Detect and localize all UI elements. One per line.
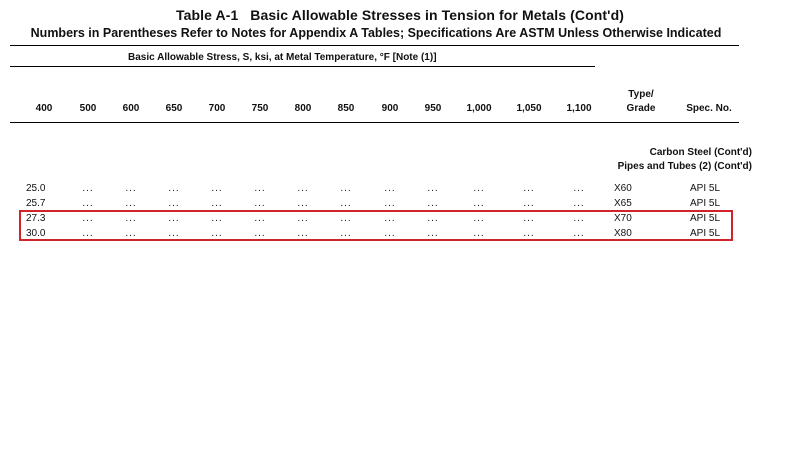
temp-header-1100: 1,100 [566,103,592,114]
empty-cell: ... [297,213,309,224]
empty-cell: ... [573,213,585,224]
empty-cell: ... [211,228,223,239]
temp-header-700: 700 [208,103,226,114]
table-row: 30.0....................................… [0,227,800,241]
temp-header-850: 850 [337,103,355,114]
stress-400-value: 25.7 [26,198,46,209]
empty-cell: ... [573,228,585,239]
spec-value: API 5L [690,198,721,209]
empty-cell: ... [573,198,585,209]
empty-cell: ... [297,228,309,239]
temp-header-950: 950 [424,103,442,114]
header-rule [10,122,739,123]
grade-value: X70 [614,213,632,224]
temp-header-900: 900 [381,103,399,114]
spec-value: API 5L [690,228,721,239]
temp-header-500: 500 [79,103,97,114]
grade-header-line1: Type/ [628,89,654,100]
empty-cell: ... [168,228,180,239]
spec-header: Spec. No. [686,103,732,114]
empty-cell: ... [384,183,396,194]
empty-cell: ... [211,183,223,194]
empty-cell: ... [573,183,585,194]
table-title: Table A-1 Basic Allowable Stresses in Te… [175,7,624,23]
grade-header-line2: Grade [626,103,656,114]
temp-header-1050: 1,050 [516,103,542,114]
empty-cell: ... [211,198,223,209]
empty-cell: ... [384,228,396,239]
empty-cell: ... [427,198,439,209]
temp-header-600: 600 [122,103,140,114]
empty-cell: ... [82,213,94,224]
empty-cell: ... [340,198,352,209]
empty-cell: ... [340,183,352,194]
empty-cell: ... [168,213,180,224]
empty-cell: ... [82,228,94,239]
empty-cell: ... [473,198,485,209]
empty-cell: ... [254,213,266,224]
empty-cell: ... [523,213,535,224]
empty-cell: ... [82,183,94,194]
empty-cell: ... [340,213,352,224]
empty-cell: ... [384,198,396,209]
table-row: 25.0....................................… [0,182,800,196]
empty-cell: ... [125,213,137,224]
spec-value: API 5L [690,183,721,194]
empty-cell: ... [523,228,535,239]
empty-cell: ... [473,213,485,224]
empty-cell: ... [297,183,309,194]
highlight-box [19,210,733,241]
empty-cell: ... [427,183,439,194]
empty-cell: ... [384,213,396,224]
top-rule [10,45,739,46]
empty-cell: ... [168,183,180,194]
stress-400-value: 30.0 [26,228,46,239]
empty-cell: ... [427,228,439,239]
empty-cell: ... [168,198,180,209]
spec-value: API 5L [690,213,721,224]
grade-value: X65 [614,198,632,209]
empty-cell: ... [125,228,137,239]
temp-header-750: 750 [251,103,269,114]
empty-cell: ... [254,183,266,194]
empty-cell: ... [254,228,266,239]
temp-header-400: 400 [35,103,53,114]
stress-400-value: 25.0 [26,183,46,194]
temp-header-1000: 1,000 [466,103,492,114]
empty-cell: ... [427,213,439,224]
stress-400-value: 27.3 [26,213,46,224]
table-row: 27.3....................................… [0,212,800,226]
empty-cell: ... [125,183,137,194]
section-heading: Carbon Steel (Cont'd) Pipes and Tubes (2… [618,146,752,174]
span-rule [10,66,595,67]
empty-cell: ... [125,198,137,209]
product-heading: Pipes and Tubes (2) (Cont'd) [617,161,752,172]
grade-header: Type/ Grade [610,88,672,116]
material-heading: Carbon Steel (Cont'd) [649,147,752,158]
table-row: 25.7....................................… [0,197,800,211]
empty-cell: ... [523,183,535,194]
empty-cell: ... [340,228,352,239]
empty-cell: ... [297,198,309,209]
empty-cell: ... [254,198,266,209]
empty-cell: ... [473,228,485,239]
empty-cell: ... [473,183,485,194]
temp-header-650: 650 [165,103,183,114]
empty-cell: ... [211,213,223,224]
grade-value: X80 [614,228,632,239]
empty-cell: ... [523,198,535,209]
temp-header-800: 800 [294,103,312,114]
table-subtitle: Numbers in Parentheses Refer to Notes fo… [30,26,722,40]
grade-value: X60 [614,183,632,194]
stress-span-caption: Basic Allowable Stress, S, ksi, at Metal… [128,52,437,63]
empty-cell: ... [82,198,94,209]
